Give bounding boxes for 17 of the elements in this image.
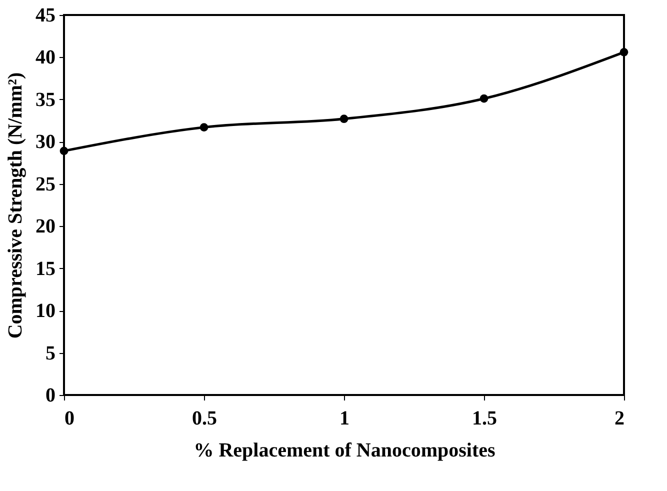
- y-tick-label: 15: [36, 258, 56, 280]
- y-tick-label: 20: [36, 216, 56, 238]
- x-axis-title: % Replacement of Nanocomposites: [194, 440, 496, 462]
- x-tick-label: 0: [64, 408, 74, 430]
- y-tick-label: 0: [46, 384, 56, 406]
- y-tick-label: 10: [36, 300, 56, 322]
- x-tick-label: 1.5: [472, 408, 497, 430]
- y-tick-label: 5: [46, 342, 56, 364]
- x-tick-label: 1: [340, 408, 350, 430]
- y-tick-label: 40: [36, 46, 56, 69]
- y-axis-title: Compressive Strength (N/mm²): [4, 72, 26, 339]
- x-tick-label: 0.5: [192, 408, 217, 430]
- y-tick-label: 45: [36, 4, 56, 26]
- y-tick-label: 35: [36, 88, 56, 111]
- y-tick-label: 30: [36, 131, 56, 154]
- y-tick-label: 25: [36, 173, 56, 196]
- x-tick-label: 2: [614, 408, 624, 430]
